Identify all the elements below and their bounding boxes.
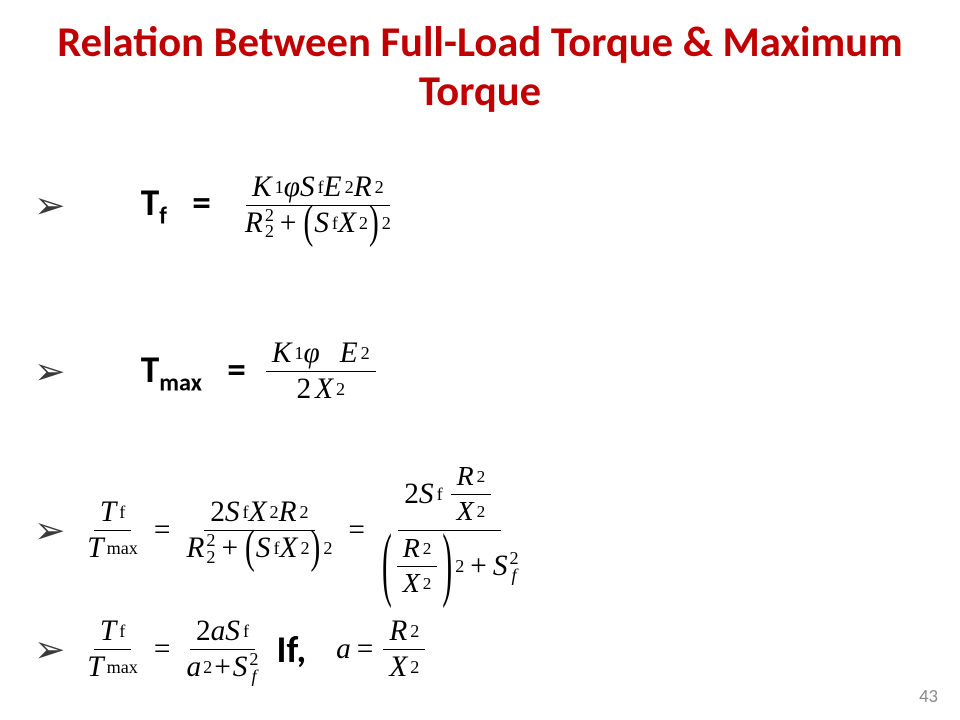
slide-body: ➢ Tf = K1 φ Sf E2 R2 R22 + (34, 134, 926, 685)
if-label: If, (277, 627, 307, 673)
row-final: ➢ Tf Tmax = 2aSf a2 + (34, 614, 926, 685)
bullet-icon: ➢ (34, 353, 65, 390)
bullet-icon: ➢ (34, 187, 65, 224)
math-a-def: a = R2 X2 (336, 614, 429, 685)
slide-title: Relation Between Full-Load Torque & Maxi… (34, 18, 926, 116)
math-ratio: Tf Tmax = 2 Sf X2 R2 R22 (77, 459, 528, 602)
math-final-lhs: Tf Tmax = 2aSf a2 + S2f (77, 614, 268, 685)
lhs-tf-sub: f (159, 201, 167, 231)
row-tmax: ➢ Tmax = K1 φ E2 2 X2 (34, 301, 926, 443)
row-tf: ➢ Tf = K1 φ Sf E2 R2 R22 + (34, 134, 926, 276)
lhs-tmax: Tmax = (73, 301, 246, 443)
page-number: 43 (919, 685, 938, 708)
bullet-icon: ➢ (34, 631, 65, 668)
lhs-eq: = (167, 180, 211, 226)
lhs-eq: = (202, 347, 246, 393)
lhs-tmax-base: T (141, 347, 159, 393)
lhs-tmax-sub: max (159, 367, 202, 397)
bullet-icon: ➢ (34, 512, 65, 549)
lhs-tf-base: T (141, 180, 159, 226)
math-tmax: K1 φ E2 2 X2 (262, 336, 380, 407)
math-tf: K1 φ Sf E2 R2 R22 + ( Sf X2 ) (235, 170, 401, 241)
lhs-tf: Tf = (73, 134, 211, 276)
row-ratio: ➢ Tf Tmax = 2 Sf X2 (34, 459, 926, 602)
